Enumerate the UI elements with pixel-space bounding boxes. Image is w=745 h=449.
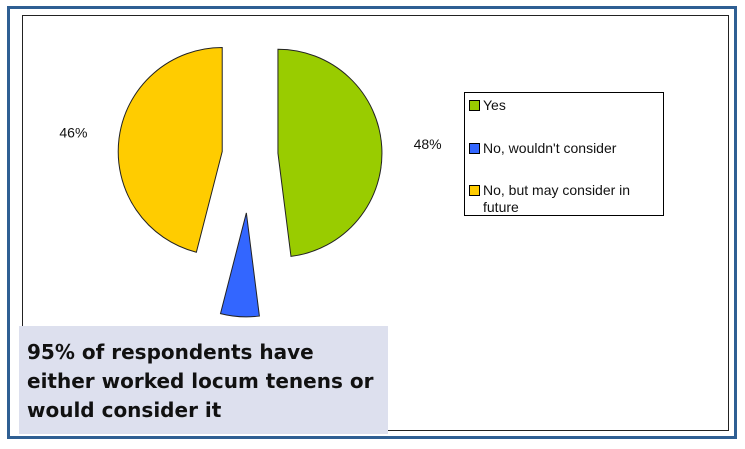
legend-label: No, wouldn't consider: [483, 140, 617, 156]
pie-label-may-consider: 46%: [59, 125, 87, 141]
legend-item-may-consider: No, but may consider in future: [469, 182, 663, 216]
legend: Yes No, wouldn't consider No, but may co…: [464, 92, 664, 216]
legend-swatch-wouldnt-consider: [469, 143, 480, 154]
pie-slices: [117, 46, 383, 318]
legend-swatch-may-consider: [469, 185, 480, 196]
callout-text: 95% of respondents have either worked lo…: [27, 340, 374, 422]
legend-item-yes: Yes: [469, 97, 663, 114]
callout-box: 95% of respondents have either worked lo…: [19, 326, 388, 434]
legend-swatch-yes: [469, 100, 480, 111]
legend-label: No, but may consider in future: [483, 182, 631, 215]
legend-item-wouldnt-consider: No, wouldn't consider: [469, 140, 663, 157]
pie-slice-yes: [277, 48, 383, 257]
pie-slice-may-consider: [117, 46, 223, 253]
pie-slice-wouldnt-consider: [219, 212, 260, 318]
legend-label: Yes: [483, 97, 506, 113]
pie-label-yes: 48%: [414, 136, 442, 152]
